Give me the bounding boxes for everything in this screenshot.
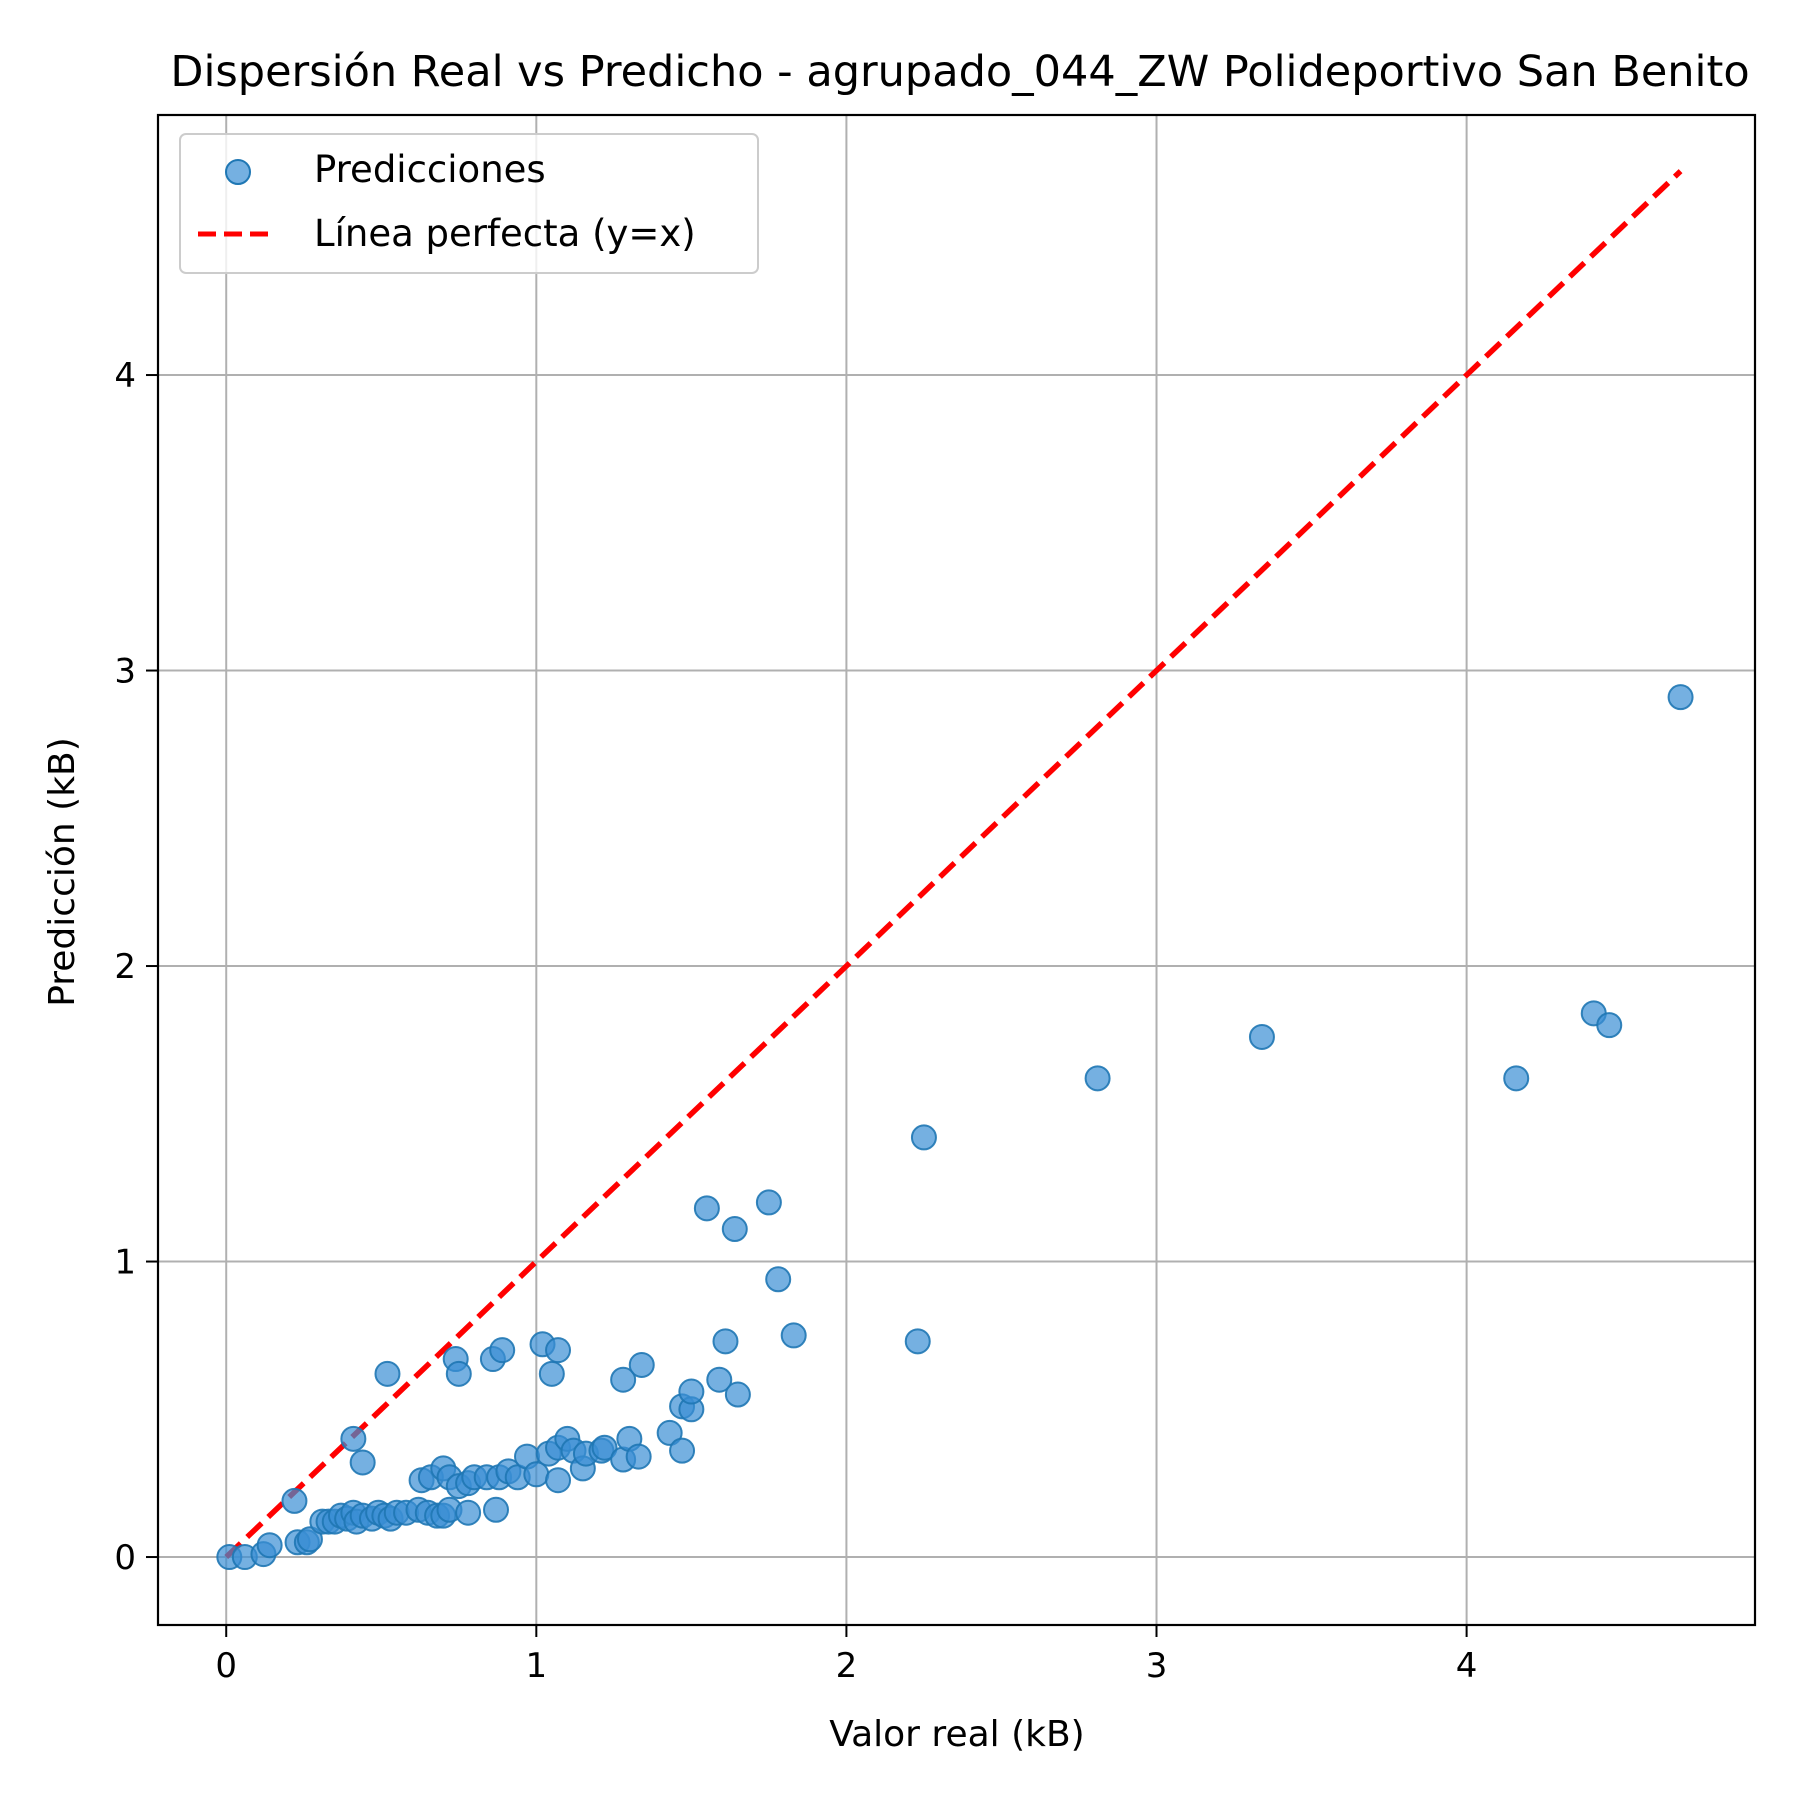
legend-marker-predicciones [225,159,251,185]
data-point [374,1360,401,1387]
data-point [628,1351,655,1378]
x-tick-label: 1 [525,1646,547,1686]
data-point [780,1322,807,1349]
y-tick-label: 4 [114,356,136,396]
y-axis-label: Predicción (kB) [42,737,83,1007]
data-point [455,1499,482,1526]
grid [158,115,1755,1625]
points-layer [216,684,1694,1571]
data-point [904,1328,931,1355]
perfect-line-layer [224,169,1683,1560]
data-point [910,1124,937,1151]
data-point [625,1443,652,1470]
plot-frame [156,113,1757,1627]
y-tick-label: 3 [114,652,136,692]
data-point [545,1467,572,1494]
y-tick-label: 1 [114,1243,136,1283]
ticks: 0 1 2 3 4 0 1 2 3 4 [114,356,1477,1686]
data-point [538,1360,565,1387]
data-point [712,1328,739,1355]
y-tick-label: 0 [114,1538,136,1578]
data-point [669,1437,696,1464]
data-point [724,1381,751,1408]
data-point [256,1532,283,1559]
data-point [281,1487,308,1514]
x-tick-label: 4 [1456,1646,1478,1686]
data-point [656,1419,683,1446]
data-point [678,1378,705,1405]
data-point [349,1449,376,1476]
x-tick-label: 0 [215,1646,237,1686]
data-point [1596,1012,1623,1039]
data-point [489,1337,516,1364]
chart-title: Dispersión Real vs Predicho - agrupado_0… [170,47,1749,97]
data-point [755,1189,782,1216]
data-point [1084,1065,1111,1092]
data-point [1503,1065,1530,1092]
data-point [483,1496,510,1523]
data-point [721,1216,748,1243]
data-point [296,1526,323,1553]
legend: Predicciones Línea perfecta (y=x) [179,133,759,274]
legend-label-predicciones: Predicciones [314,148,546,191]
data-point [591,1434,618,1461]
legend-box [179,133,759,274]
data-point [765,1266,792,1293]
y-tick-label: 2 [114,947,136,987]
data-point [340,1425,367,1452]
x-axis-label: Valor real (kB) [829,1714,1084,1755]
data-point [1248,1023,1275,1050]
data-point [693,1195,720,1222]
data-point [545,1337,572,1364]
legend-label-linea-perfecta: Línea perfecta (y=x) [314,212,696,255]
data-point [706,1366,733,1393]
data-point [1667,684,1694,711]
x-tick-label: 3 [1146,1646,1168,1686]
x-tick-label: 2 [836,1646,858,1686]
data-point [445,1360,472,1387]
data-point [610,1366,637,1393]
perfect-line [224,169,1683,1560]
